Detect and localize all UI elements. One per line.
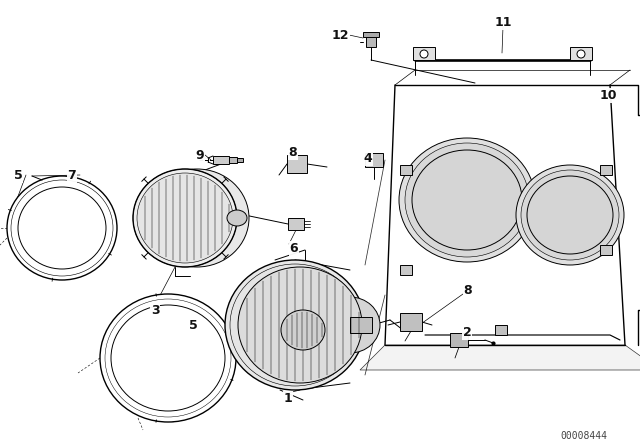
Ellipse shape	[281, 310, 325, 350]
Ellipse shape	[238, 267, 362, 383]
Ellipse shape	[399, 138, 535, 262]
Bar	[600, 245, 612, 255]
Ellipse shape	[577, 50, 585, 58]
Bar	[413, 47, 435, 60]
Bar	[287, 155, 307, 173]
Ellipse shape	[111, 305, 225, 411]
Ellipse shape	[420, 50, 428, 58]
Ellipse shape	[7, 176, 117, 280]
Text: 5: 5	[189, 319, 197, 332]
Bar	[288, 218, 304, 230]
Polygon shape	[360, 345, 640, 370]
Bar	[366, 37, 376, 47]
Bar	[600, 165, 612, 175]
Ellipse shape	[405, 143, 529, 257]
Ellipse shape	[521, 170, 619, 260]
Text: 1: 1	[284, 392, 292, 405]
Ellipse shape	[100, 294, 236, 422]
Ellipse shape	[145, 169, 249, 267]
Text: 10: 10	[599, 89, 617, 102]
Ellipse shape	[527, 176, 613, 254]
Bar	[400, 313, 422, 331]
Text: 8: 8	[289, 146, 298, 159]
Text: 2: 2	[463, 326, 472, 339]
Text: 11: 11	[494, 16, 512, 29]
Bar	[365, 153, 383, 167]
Bar	[363, 32, 379, 37]
Bar	[495, 325, 507, 335]
Ellipse shape	[516, 165, 624, 265]
Bar	[350, 317, 372, 333]
Ellipse shape	[133, 169, 237, 267]
Ellipse shape	[137, 173, 233, 263]
Bar	[450, 333, 468, 347]
Bar	[229, 157, 237, 163]
Bar	[237, 158, 243, 162]
Ellipse shape	[225, 260, 365, 390]
Bar	[400, 165, 412, 175]
Text: 9: 9	[196, 148, 204, 161]
Ellipse shape	[230, 264, 360, 386]
Text: 3: 3	[150, 303, 159, 316]
Text: 7: 7	[68, 168, 76, 181]
Text: 12: 12	[332, 29, 349, 42]
Bar	[570, 47, 592, 60]
Text: 6: 6	[290, 241, 298, 254]
Text: 5: 5	[13, 168, 22, 181]
Text: 4: 4	[364, 151, 372, 164]
Bar	[213, 156, 229, 164]
Ellipse shape	[18, 187, 106, 269]
Ellipse shape	[320, 297, 380, 353]
Ellipse shape	[412, 150, 522, 250]
Text: 8: 8	[464, 284, 472, 297]
Ellipse shape	[227, 210, 247, 226]
Text: 00008444: 00008444	[561, 431, 607, 441]
Bar	[400, 265, 412, 275]
